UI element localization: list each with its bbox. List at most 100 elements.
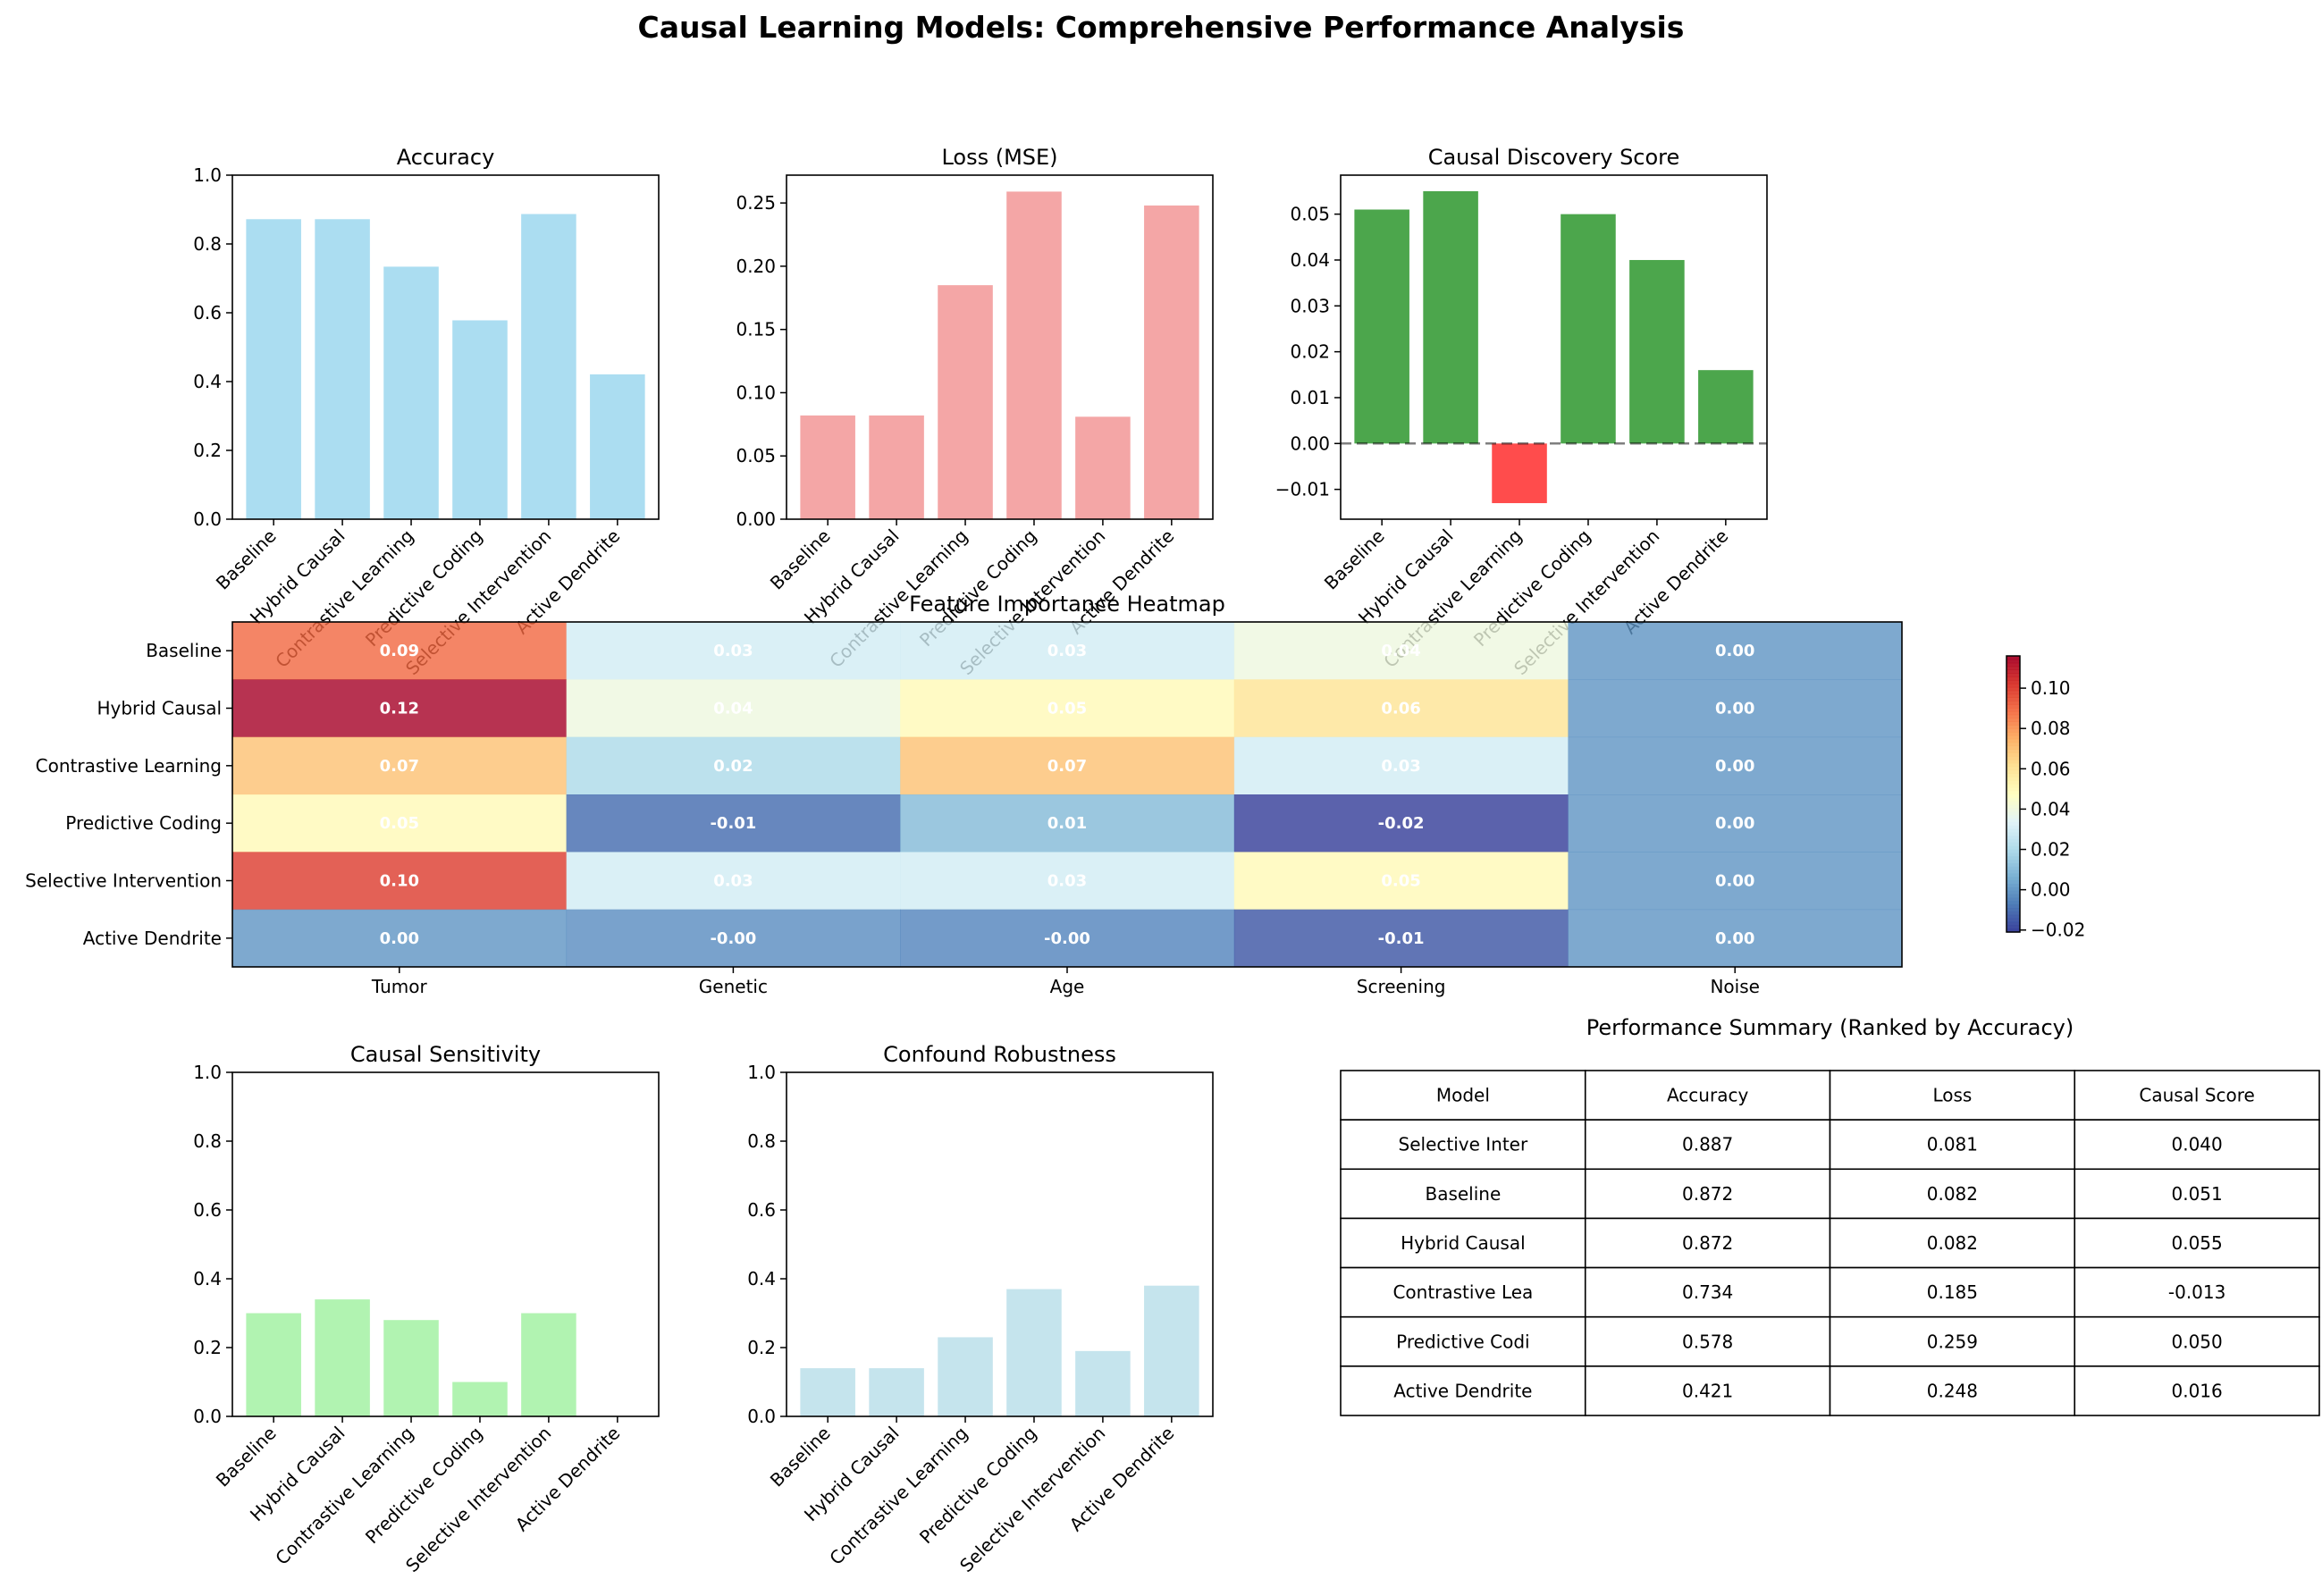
y-tick-label: 0.6 <box>193 302 222 323</box>
table-cell-text: 0.734 <box>1682 1281 1733 1303</box>
table-cell <box>2074 1315 2320 1367</box>
colorbar-segment <box>2007 831 2020 836</box>
axes-frame <box>231 621 1903 968</box>
colorbar-segment <box>2007 697 2020 701</box>
table-cell-text: 0.887 <box>1682 1134 1733 1155</box>
table-header-cell <box>1340 1070 1586 1121</box>
x-tick-label: Baseline <box>212 525 281 594</box>
column-label: Noise <box>1710 976 1759 997</box>
cell-value: 0.03 <box>713 872 753 891</box>
axes-frame <box>786 174 1214 520</box>
colorbar-segment <box>2007 794 2020 798</box>
cell-value: 0.00 <box>380 929 419 948</box>
colorbar-segment <box>2007 690 2020 695</box>
chart-causal: Causal Discovery Score −0.01 0.00 0.01 0.02 0… <box>1275 145 1768 679</box>
heatmap-cell <box>232 622 568 680</box>
y-tick-label: 0.8 <box>193 233 222 255</box>
heatmap-cell <box>1568 622 1903 680</box>
cell-value: 0.09 <box>380 642 419 660</box>
x-tick-label: Predictive Coding <box>361 1423 487 1549</box>
colorbar-segment <box>2007 777 2020 781</box>
colorbar-segment <box>2007 756 2020 760</box>
row-label: Baseline <box>146 640 222 661</box>
colorbar-segment <box>2007 842 2020 847</box>
table-header-text: Accuracy <box>1667 1085 1748 1106</box>
colorbar-segment <box>2007 849 2020 853</box>
colorbar-segment <box>2007 718 2020 722</box>
cell-value: 0.03 <box>1047 642 1087 660</box>
bar-baseline <box>800 415 855 519</box>
colorbar-segment <box>2007 914 2020 920</box>
bar-hybrid-causal <box>315 219 370 519</box>
cell-value: 0.02 <box>713 757 753 776</box>
y-tick-label: 1.0 <box>193 164 222 186</box>
colorbar-segment <box>2007 766 2020 771</box>
cell-value: -0.00 <box>1044 929 1090 948</box>
y-tick-label: 0.2 <box>193 440 222 461</box>
bar-contrastive-learning <box>938 285 993 519</box>
table-cell <box>2074 1119 2320 1171</box>
table-cell-text: Hybrid Causal <box>1401 1232 1526 1254</box>
y-tick-label: 0.15 <box>736 319 776 340</box>
heatmap-cell <box>1568 794 1903 853</box>
heatmap-cell <box>900 622 1235 680</box>
colorbar-segment <box>2007 701 2020 705</box>
heatmap-cell <box>566 909 901 968</box>
table-header-text: Loss <box>1932 1085 1972 1106</box>
column-label: Screening <box>1357 976 1446 997</box>
row-label: Predictive Coding <box>65 812 222 834</box>
colorbar-segment <box>2007 818 2020 822</box>
figure-suptitle: Causal Learning Models: Comprehensive Pe… <box>638 10 1685 45</box>
cell-value: -0.00 <box>710 929 756 948</box>
colorbar-segment <box>2007 890 2020 895</box>
chart-heatmap: Feature Importance Heatmap 0.09 0.03 0.03 0.… <box>25 592 2085 997</box>
y-tick-label: 0.6 <box>747 1199 776 1221</box>
colorbar-segment <box>2007 801 2020 805</box>
heatmap-cell <box>566 736 901 795</box>
y-tick-label: −0.01 <box>1275 479 1330 500</box>
colorbar-segment <box>2007 828 2020 833</box>
cell-value: 0.07 <box>1047 757 1087 776</box>
cell-value: 0.03 <box>1381 757 1420 776</box>
x-tick-label: Baseline <box>1320 525 1389 594</box>
cell-value: 0.07 <box>380 757 419 776</box>
table-cell-text: 0.185 <box>1927 1281 1978 1303</box>
x-tick-label: Baseline <box>766 525 835 594</box>
cell-value: -0.01 <box>710 814 756 833</box>
colorbar-segment <box>2007 814 2020 819</box>
table-cell <box>1340 1217 1586 1269</box>
table-cell-text: 0.578 <box>1682 1331 1733 1352</box>
heatmap-cell <box>1233 622 1569 680</box>
colorbar-segment <box>2007 907 2020 912</box>
colorbar-segment <box>2007 873 2020 878</box>
chart-title: Causal Sensitivity <box>350 1042 541 1067</box>
y-tick-label: 0.02 <box>1290 341 1330 363</box>
heatmap-cell <box>1233 679 1569 738</box>
bar-selective-intervention <box>521 214 576 519</box>
colorbar-segment <box>2007 693 2020 698</box>
colorbar-segment <box>2007 786 2020 792</box>
colorbar-segment <box>2007 707 2020 712</box>
table-cell-text: 0.872 <box>1682 1232 1733 1254</box>
y-tick-label: 0.05 <box>1290 204 1330 225</box>
bar-selective-intervention <box>521 1313 576 1416</box>
colorbar-tick-label: −0.02 <box>2031 920 2085 941</box>
colorbar-segment <box>2007 735 2020 740</box>
x-tick-label: Baseline <box>212 1423 281 1491</box>
colorbar-segment <box>2007 853 2020 857</box>
y-tick-label: 1.0 <box>193 1062 222 1083</box>
row-label: Hybrid Causal <box>97 698 222 719</box>
colorbar-segment <box>2007 883 2020 888</box>
colorbar-segment <box>2007 721 2020 726</box>
bar-predictive-coding <box>452 320 508 519</box>
row-label: Active Dendrite <box>83 928 222 949</box>
table-cell <box>1584 1266 1831 1318</box>
bar-baseline <box>246 1313 301 1416</box>
cell-value: 0.05 <box>380 814 419 833</box>
y-tick-label: 0.4 <box>747 1268 776 1289</box>
colorbar-segment <box>2007 838 2020 844</box>
heatmap-cell <box>1233 736 1569 795</box>
bar-hybrid-causal <box>869 1368 924 1416</box>
y-tick-label: 0.20 <box>736 256 776 277</box>
y-tick-label: 0.8 <box>193 1130 222 1152</box>
